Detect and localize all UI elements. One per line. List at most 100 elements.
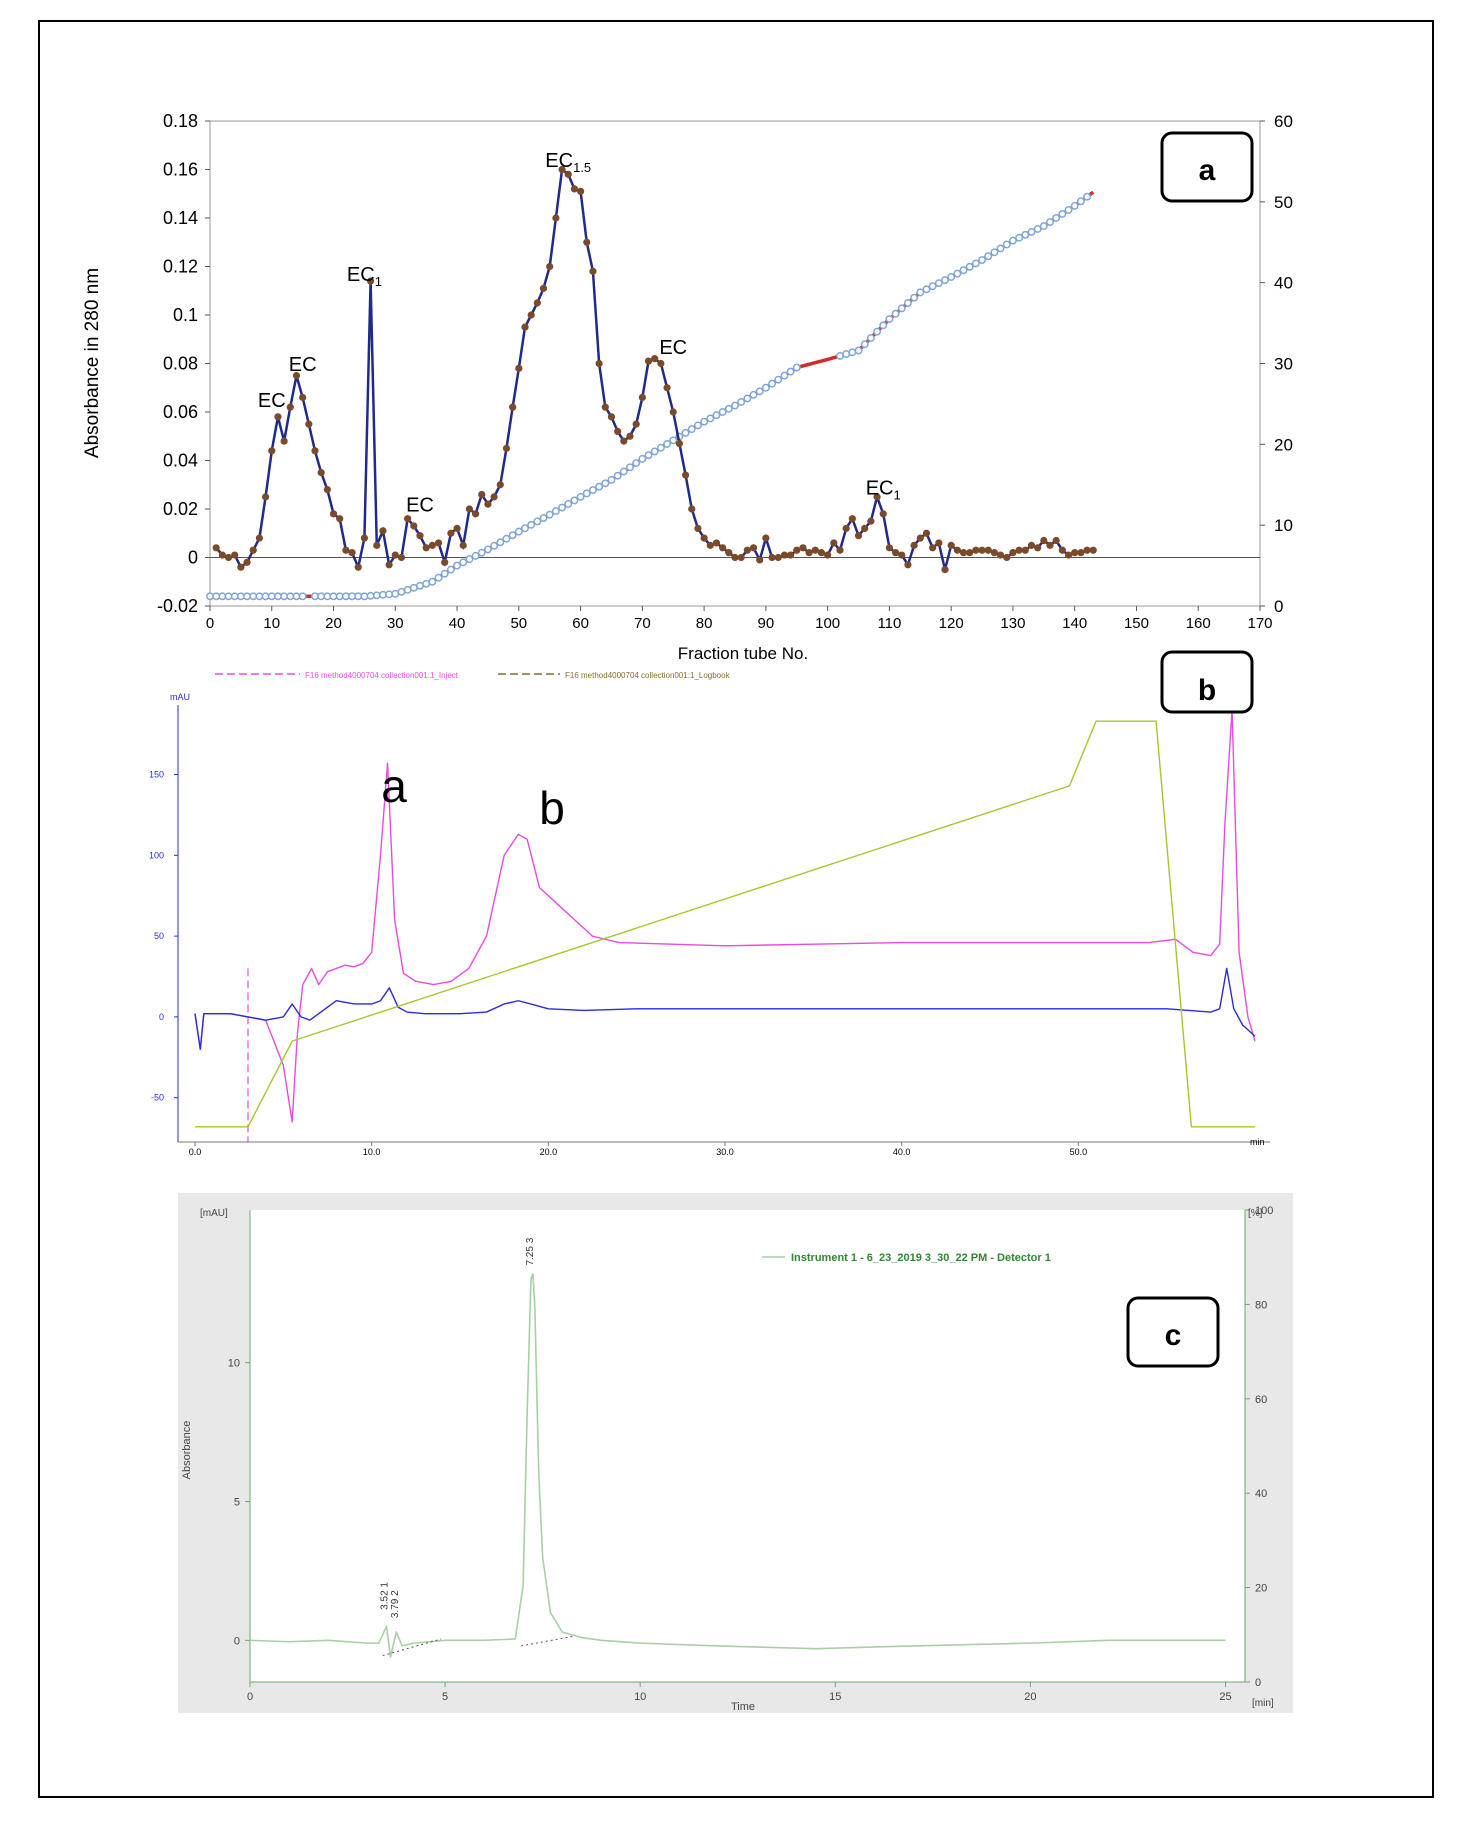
panel-a-gradient-point	[860, 340, 869, 349]
panel-a-absorbance-point	[1089, 546, 1097, 554]
panel-a-gradient-point	[947, 273, 956, 281]
panel-a-gradient-point	[916, 288, 925, 297]
panel-a-gradient-point	[446, 565, 455, 574]
panel-b-x-tick-label: 20.0	[540, 1147, 558, 1157]
panel-a-x-tick-label: 20	[325, 615, 342, 632]
panel-a-gradient-point	[428, 577, 437, 586]
panel-a-x-tick-label: 120	[939, 615, 964, 632]
panel-a-peak-annotation: EC	[289, 354, 317, 376]
panel-a-absorbance-point	[224, 553, 233, 562]
panel-b-y-tick-label: 0	[159, 1012, 164, 1022]
panel-a-gradient-point	[959, 266, 968, 275]
panel-a-gradient-point	[755, 387, 764, 396]
panel-a-x-tick-label: 140	[1062, 615, 1087, 632]
panel-a-absorbance-point	[1015, 546, 1023, 554]
panel-a-x-tick-label: 80	[696, 615, 713, 632]
panel-c-y-tick-label: 0	[234, 1635, 240, 1647]
panel-a-absorbance-point	[570, 185, 579, 193]
panel-b-trace-blue	[194, 967, 1256, 1050]
panel-a-absorbance-point	[614, 427, 622, 435]
panel-a-gradient-point	[891, 309, 900, 318]
panel-a-absorbance-point	[366, 277, 375, 285]
panel-a-absorbance-point	[947, 541, 955, 549]
panel-a-absorbance-point	[854, 532, 863, 540]
panel-a-y2-tick-label: 40	[1274, 274, 1293, 293]
panel-c-y-tick-label: 5	[234, 1497, 240, 1509]
panel-a-absorbance-point	[1046, 541, 1054, 549]
panel-a-absorbance-point	[861, 524, 869, 533]
panel-c-x-tick-label: 25	[1219, 1691, 1231, 1703]
panel-a-absorbance-point	[817, 549, 826, 557]
panel-a-x-tick-label: 170	[1247, 615, 1272, 632]
panel-a-absorbance-point	[972, 546, 980, 554]
panel-b-y-tick-label: 150	[149, 770, 164, 780]
panel-a-gradient-point	[669, 436, 678, 445]
panel-a-absorbance-point	[305, 420, 313, 428]
panel-a-absorbance-point	[583, 238, 591, 246]
panel-a-absorbance-point	[644, 357, 653, 365]
panel-a-absorbance-point	[929, 544, 937, 552]
panel-c-y2-tick-label: 20	[1255, 1583, 1267, 1595]
panel-a-gradient-point	[545, 510, 554, 519]
panel-a-gradient-point	[687, 425, 696, 434]
panel-c-x-tick-label: 10	[634, 1691, 646, 1703]
panel-a-y-tick-label: -0.02	[157, 596, 198, 616]
panel-a-x-tick-label: 0	[206, 615, 214, 632]
panel-a-absorbance-point	[496, 481, 504, 489]
panel-a-absorbance-point	[891, 549, 900, 557]
panel-a-gradient-point	[984, 252, 993, 261]
panel-a-absorbance-point	[885, 544, 894, 552]
panel-a-gradient-point	[483, 545, 492, 554]
panel-a-absorbance-point	[255, 534, 264, 542]
panel-a-gradient-point	[496, 538, 505, 547]
panel-c-unit-right: [%]	[1248, 1208, 1263, 1219]
panel-a-gradient-point	[663, 440, 672, 448]
panel-a-y2-tick-label: 30	[1274, 355, 1293, 374]
panel-a-gradient-point	[768, 379, 777, 388]
panel-a-absorbance-point	[953, 546, 961, 554]
panel-a-absorbance-point	[1003, 553, 1011, 562]
panel-a-absorbance-point	[311, 447, 319, 455]
panel-b-y-tick-label: -50	[151, 1093, 164, 1103]
panel-a-y-tick-label: 0.02	[163, 499, 198, 519]
panel-a-x-tick-label: 60	[572, 615, 589, 632]
panel-a-absorbance-point	[237, 563, 245, 571]
panel-a-absorbance-point	[879, 510, 887, 518]
panel-a-peak-annotation: EC1	[347, 264, 382, 289]
panel-a-absorbance-point	[601, 403, 609, 411]
panel-a-absorbance-point	[539, 284, 548, 292]
panel-a-x-tick-label: 150	[1124, 615, 1149, 632]
panel-a-absorbance-point	[984, 546, 992, 554]
panel-a-absorbance-point	[1083, 546, 1091, 554]
panel-a-y-tick-label: 0.16	[163, 160, 198, 180]
panel-a-gradient-point	[385, 590, 394, 599]
panel-a-gradient-point	[1021, 230, 1030, 239]
panel-a-gradient-point	[1002, 240, 1011, 249]
panel-a-absorbance-point	[471, 510, 480, 518]
panel-a-gradient-point	[459, 558, 468, 567]
panel-a-y-axis-label: Absorbance in 280 nm	[82, 268, 103, 458]
panel-a-gradient-point	[879, 321, 888, 330]
panel-a-gradient-point	[1064, 205, 1073, 214]
panel-a-gradient-point	[681, 428, 690, 437]
panel-a-absorbance-point	[231, 551, 239, 559]
panel-a-gradient-point	[1008, 236, 1017, 245]
panel-a-absorbance-point	[638, 393, 646, 402]
panel-a-gradient-point	[731, 401, 739, 410]
panel-b-legend-label-1: F16 method4000704 collection001:1_Inject	[305, 671, 459, 680]
panel-a-gradient-point	[718, 408, 727, 416]
panel-a-gradient-point	[471, 551, 480, 560]
panel-a-absorbance-point	[916, 534, 924, 542]
panel-a-gradient-point	[706, 414, 715, 423]
panel-a-gradient-point	[613, 471, 622, 480]
panel-b-trace-magenta	[194, 709, 1256, 1123]
panel-c-x-tick-label: 0	[247, 1691, 253, 1703]
panel-a-absorbance-point	[700, 534, 708, 542]
panel-a-absorbance-point	[360, 534, 369, 542]
panel-a-absorbance-point	[533, 299, 541, 307]
panel-a-absorbance-point	[212, 544, 220, 552]
panel-a-y-tick-label: 0.04	[163, 451, 198, 471]
panel-a-gradient-point	[372, 591, 381, 600]
panel-a-absorbance-point	[317, 469, 325, 477]
panel-a-gradient-point	[996, 244, 1005, 253]
